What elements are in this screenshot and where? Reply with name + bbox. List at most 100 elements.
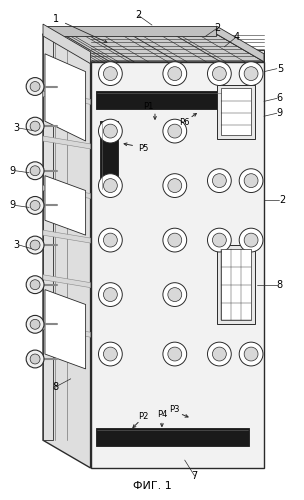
Circle shape bbox=[26, 316, 44, 333]
Circle shape bbox=[168, 66, 182, 80]
Circle shape bbox=[30, 320, 40, 330]
Text: 7: 7 bbox=[192, 471, 198, 481]
Text: P2: P2 bbox=[138, 412, 148, 421]
Polygon shape bbox=[43, 24, 91, 64]
Bar bbox=[221, 88, 251, 135]
Polygon shape bbox=[43, 230, 91, 243]
Circle shape bbox=[212, 347, 226, 361]
Circle shape bbox=[103, 233, 117, 247]
Circle shape bbox=[239, 342, 263, 366]
Polygon shape bbox=[216, 26, 264, 62]
Circle shape bbox=[98, 228, 122, 252]
Polygon shape bbox=[45, 54, 86, 141]
Text: 8: 8 bbox=[53, 382, 59, 392]
Text: 2: 2 bbox=[214, 23, 220, 33]
Text: ФИГ. 1: ФИГ. 1 bbox=[133, 481, 171, 491]
Polygon shape bbox=[43, 92, 91, 104]
Text: 3: 3 bbox=[13, 240, 19, 250]
Circle shape bbox=[26, 236, 44, 254]
Text: 9: 9 bbox=[277, 108, 283, 118]
Circle shape bbox=[98, 62, 122, 86]
Circle shape bbox=[103, 288, 117, 302]
Circle shape bbox=[163, 174, 187, 198]
Text: P6: P6 bbox=[179, 118, 190, 126]
Circle shape bbox=[163, 228, 187, 252]
Circle shape bbox=[208, 62, 231, 86]
Circle shape bbox=[163, 119, 187, 143]
Circle shape bbox=[26, 350, 44, 368]
Circle shape bbox=[208, 168, 231, 192]
Circle shape bbox=[163, 342, 187, 366]
Bar bbox=[217, 84, 255, 139]
Bar bbox=[221, 249, 251, 320]
Circle shape bbox=[239, 62, 263, 86]
Polygon shape bbox=[43, 34, 53, 440]
Circle shape bbox=[30, 354, 40, 364]
Circle shape bbox=[212, 66, 226, 80]
Polygon shape bbox=[43, 34, 264, 62]
Text: P3: P3 bbox=[170, 405, 180, 414]
Circle shape bbox=[244, 233, 258, 247]
Text: 9: 9 bbox=[9, 166, 15, 175]
Circle shape bbox=[208, 342, 231, 366]
Circle shape bbox=[239, 168, 263, 192]
Circle shape bbox=[30, 121, 40, 131]
Circle shape bbox=[30, 166, 40, 175]
Bar bbox=[101, 121, 118, 190]
Polygon shape bbox=[43, 136, 91, 149]
Circle shape bbox=[30, 82, 40, 92]
Circle shape bbox=[26, 78, 44, 96]
Circle shape bbox=[26, 117, 44, 135]
Circle shape bbox=[26, 276, 44, 293]
Text: 8: 8 bbox=[277, 280, 283, 289]
Circle shape bbox=[239, 228, 263, 252]
Bar bbox=[91, 62, 264, 468]
Text: 2: 2 bbox=[135, 10, 141, 20]
Polygon shape bbox=[43, 34, 264, 62]
Text: 9: 9 bbox=[9, 200, 15, 210]
Circle shape bbox=[244, 347, 258, 361]
Circle shape bbox=[98, 282, 122, 306]
Circle shape bbox=[98, 119, 122, 143]
Circle shape bbox=[103, 178, 117, 192]
Polygon shape bbox=[43, 275, 91, 287]
Text: 5: 5 bbox=[277, 64, 283, 74]
Text: P1: P1 bbox=[143, 102, 153, 111]
Polygon shape bbox=[45, 290, 86, 369]
Bar bbox=[95, 92, 249, 110]
Circle shape bbox=[30, 200, 40, 210]
Circle shape bbox=[163, 62, 187, 86]
Polygon shape bbox=[43, 186, 91, 198]
Text: P4: P4 bbox=[157, 410, 167, 419]
Circle shape bbox=[244, 174, 258, 188]
Bar bbox=[91, 50, 264, 62]
Circle shape bbox=[168, 124, 182, 138]
Circle shape bbox=[168, 233, 182, 247]
Circle shape bbox=[30, 280, 40, 289]
Polygon shape bbox=[43, 34, 91, 468]
Bar bbox=[217, 245, 255, 324]
Circle shape bbox=[208, 228, 231, 252]
Polygon shape bbox=[45, 176, 86, 235]
Circle shape bbox=[30, 240, 40, 250]
Text: 3: 3 bbox=[13, 123, 19, 133]
Circle shape bbox=[163, 282, 187, 306]
Text: 4: 4 bbox=[233, 32, 239, 42]
Circle shape bbox=[103, 66, 117, 80]
Text: 2: 2 bbox=[279, 196, 285, 205]
Circle shape bbox=[98, 342, 122, 366]
Text: 1: 1 bbox=[53, 14, 59, 24]
Circle shape bbox=[103, 124, 117, 138]
Circle shape bbox=[168, 347, 182, 361]
Circle shape bbox=[212, 174, 226, 188]
Polygon shape bbox=[43, 324, 91, 337]
Circle shape bbox=[168, 288, 182, 302]
Circle shape bbox=[212, 233, 226, 247]
Circle shape bbox=[26, 162, 44, 180]
Circle shape bbox=[26, 196, 44, 214]
Text: 6: 6 bbox=[277, 94, 283, 104]
Polygon shape bbox=[43, 26, 216, 36]
Bar bbox=[95, 428, 249, 446]
Circle shape bbox=[98, 174, 122, 198]
Circle shape bbox=[103, 347, 117, 361]
